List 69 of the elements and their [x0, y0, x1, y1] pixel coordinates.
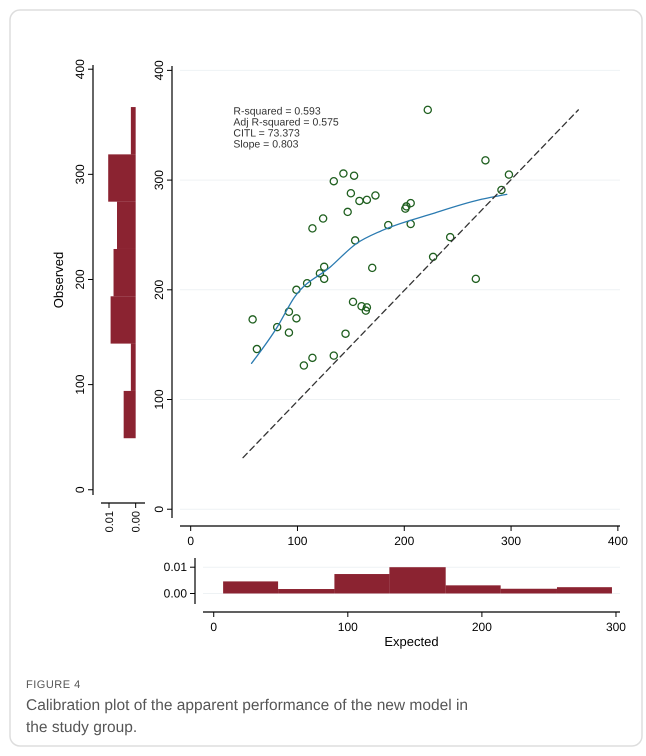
point	[348, 298, 358, 306]
point	[402, 202, 411, 211]
annotation: Adj R-squared = 0.575	[233, 116, 339, 128]
point	[343, 208, 352, 216]
point	[371, 191, 380, 200]
y-tick-label: 200	[152, 279, 166, 300]
point	[362, 196, 372, 204]
point	[330, 176, 338, 186]
point	[339, 169, 348, 178]
point	[350, 171, 358, 180]
x-tick-label: 100	[287, 534, 308, 548]
x-tick-label: 100	[338, 620, 358, 634]
annotation: Slope = 0.803	[233, 138, 299, 150]
point	[316, 269, 324, 278]
point	[401, 204, 410, 213]
point	[308, 354, 317, 362]
point	[355, 196, 364, 206]
point	[497, 186, 506, 194]
x-tick-label: 400	[608, 534, 628, 548]
point	[357, 302, 366, 311]
y-tick-label: 300	[152, 170, 166, 190]
y-tick-label: 400	[73, 58, 87, 80]
annotation: R-squared = 0.593	[233, 105, 321, 118]
y-tick-label: 100	[152, 389, 166, 410]
point	[284, 328, 294, 337]
text: Calibration plot of the apparent performance of the new model in the study group.	[26, 697, 468, 736]
point	[272, 322, 282, 332]
x-tick-label: 200	[394, 534, 415, 548]
point	[318, 214, 328, 223]
point	[308, 224, 317, 233]
point	[424, 106, 432, 114]
annotation: CITL = 73.373	[233, 127, 300, 140]
point	[330, 351, 338, 360]
y-axis-title: Observed	[51, 252, 66, 308]
point	[362, 306, 370, 315]
point	[248, 315, 257, 324]
point	[320, 262, 328, 272]
point	[406, 198, 415, 208]
x-tick-label: 300	[501, 534, 522, 548]
point	[320, 274, 328, 284]
point	[346, 189, 356, 198]
point	[368, 264, 376, 272]
point	[362, 303, 372, 312]
x-tick-label: 0	[210, 620, 218, 634]
caption: FIGURE 4	[26, 679, 81, 691]
y-tick-label: 0	[73, 486, 87, 494]
point	[384, 220, 392, 230]
point	[428, 252, 438, 262]
y-tick-label: 200	[73, 269, 87, 290]
x-tick-label: 200	[472, 620, 492, 634]
point	[406, 220, 415, 228]
y-tick-label: 300	[73, 164, 87, 184]
point	[446, 232, 454, 242]
point	[300, 361, 308, 370]
point	[341, 329, 350, 338]
point	[302, 278, 312, 288]
point	[350, 236, 360, 245]
point	[252, 344, 262, 354]
point	[472, 274, 480, 284]
y-tick-label: 100	[73, 374, 87, 395]
point	[292, 286, 301, 294]
x-tick-label: 300	[606, 620, 626, 634]
y-tick-label: 0	[152, 506, 166, 513]
point	[481, 156, 490, 165]
point	[292, 314, 301, 323]
x-axis-title: Expected	[384, 634, 439, 649]
y-tick-label: 400	[152, 60, 166, 80]
point	[504, 170, 514, 179]
point	[284, 308, 294, 316]
